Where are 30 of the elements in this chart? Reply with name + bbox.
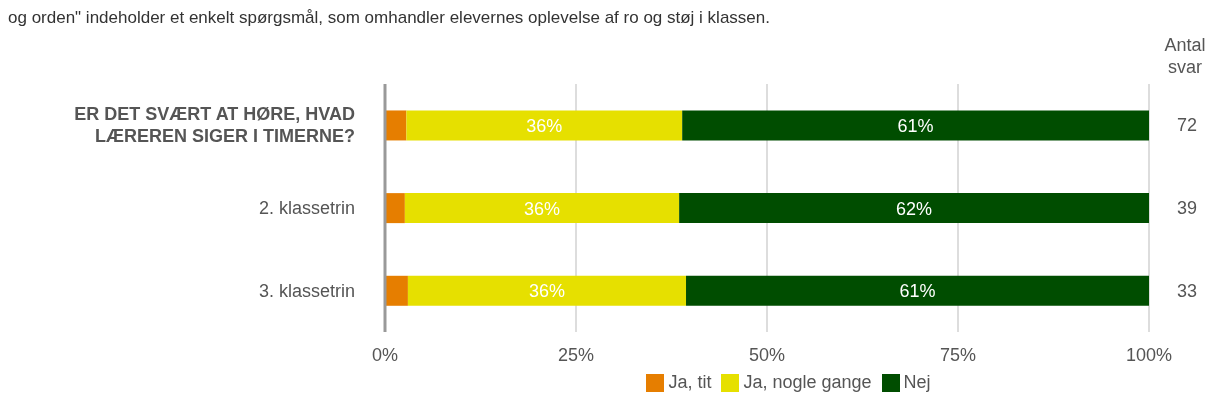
x-tick-label: 25% [557, 344, 595, 365]
data-label: 36% [523, 198, 561, 219]
legend-label: Nej [903, 372, 931, 392]
bar [385, 275, 408, 306]
bar [407, 275, 687, 306]
bar [682, 110, 1149, 141]
bar [385, 193, 405, 224]
y2-tick-label: 39 [1176, 198, 1198, 218]
y2-axis-title: Antal svar [1163, 34, 1207, 78]
bar [679, 193, 1149, 224]
x-tick-label: 50% [748, 344, 786, 365]
x-tick-label: 0% [371, 344, 399, 365]
bar [406, 110, 683, 141]
data-label: 62% [896, 198, 933, 219]
data-label: 61% [899, 281, 936, 302]
data-label: 36% [528, 281, 565, 302]
y2-tick-label: 72 [1176, 115, 1198, 136]
legend-label: Ja, nogle gange [743, 372, 872, 392]
bar [404, 193, 680, 224]
y-tick-label: 2. klassetrin [258, 198, 355, 218]
y2-tick-label: 33 [1176, 280, 1198, 301]
data-label: 61% [897, 115, 934, 136]
y-tick-label: ER DET SVÆRT AT HØRE, HVAD LÆREREN SIGER I TIMERNE? [74, 104, 355, 147]
x-tick-label: 75% [939, 344, 977, 365]
y-tick-label: 3. klassetrin [258, 280, 355, 301]
data-label: 36% [526, 115, 563, 136]
bar [686, 275, 1149, 306]
x-tick-label: 100% [1125, 344, 1173, 365]
text: og orden" indeholder et enkelt spørgsmål, som omhandler elevernes oplevelse af ro og støj i klassen. [8, 8, 770, 28]
legend-label: Ja, tit [668, 372, 712, 392]
